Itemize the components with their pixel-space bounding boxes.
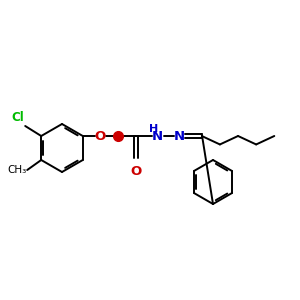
Text: H: H [149,124,158,134]
Text: N: N [152,130,163,142]
Text: CH₃: CH₃ [7,165,26,175]
Text: Cl: Cl [11,111,24,124]
Text: O: O [130,165,141,178]
Text: N: N [174,130,185,142]
Text: O: O [94,130,105,142]
